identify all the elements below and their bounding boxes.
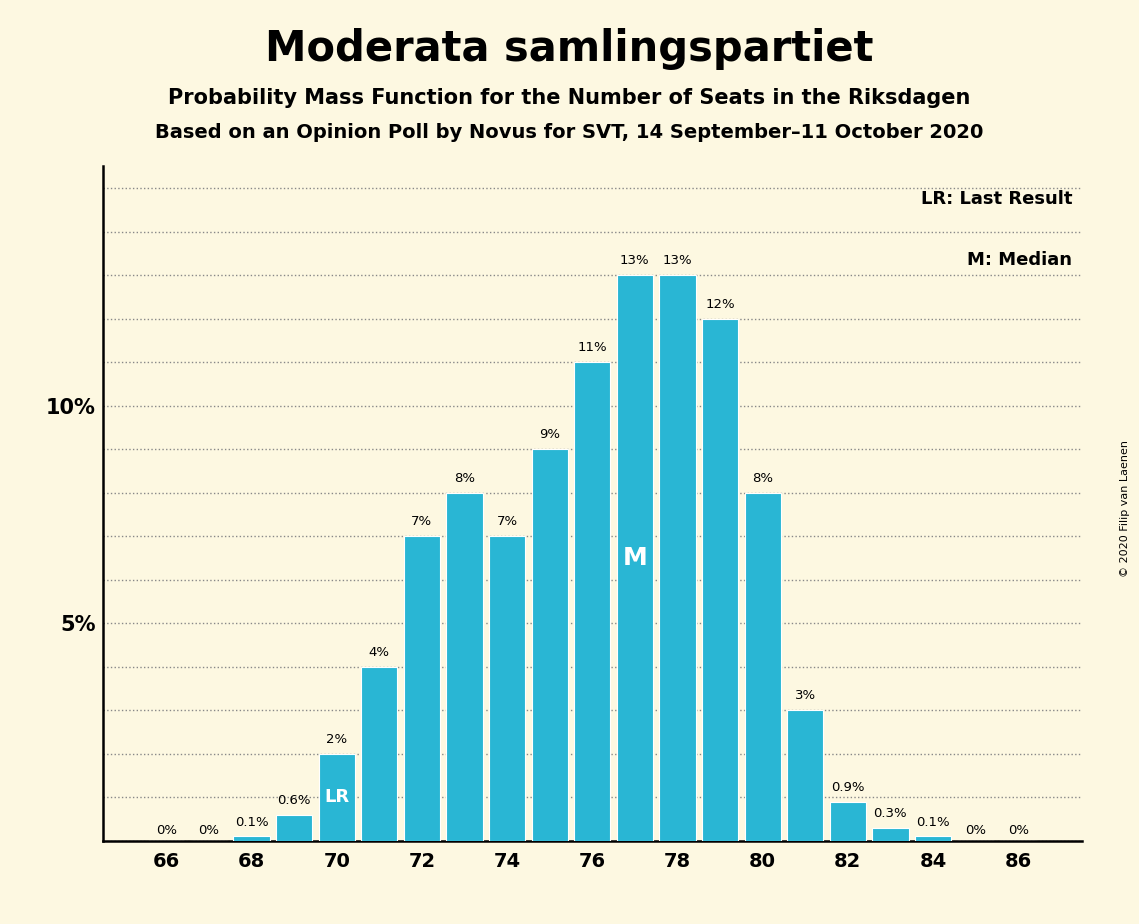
Bar: [616, 275, 653, 841]
Text: 7%: 7%: [411, 516, 433, 529]
Bar: [787, 711, 823, 841]
Text: 0%: 0%: [965, 824, 986, 837]
Text: Probability Mass Function for the Number of Seats in the Riksdagen: Probability Mass Function for the Number…: [169, 88, 970, 108]
Bar: [659, 275, 696, 841]
Bar: [829, 802, 866, 841]
Text: Moderata samlingspartiet: Moderata samlingspartiet: [265, 28, 874, 69]
Text: 2%: 2%: [326, 733, 347, 746]
Text: M: M: [623, 546, 647, 570]
Bar: [702, 319, 738, 841]
Bar: [404, 536, 440, 841]
Text: LR: LR: [325, 788, 350, 807]
Bar: [276, 815, 312, 841]
Text: 0%: 0%: [156, 824, 177, 837]
Text: 13%: 13%: [620, 254, 649, 267]
Text: M: Median: M: Median: [967, 250, 1072, 269]
Text: 8%: 8%: [752, 472, 773, 485]
Text: 8%: 8%: [454, 472, 475, 485]
Bar: [361, 667, 398, 841]
Bar: [745, 492, 780, 841]
Text: Based on an Opinion Poll by Novus for SVT, 14 September–11 October 2020: Based on an Opinion Poll by Novus for SV…: [155, 123, 984, 142]
Text: 0.6%: 0.6%: [278, 794, 311, 807]
Text: 0.1%: 0.1%: [235, 816, 269, 829]
Bar: [319, 754, 355, 841]
Text: 0.1%: 0.1%: [916, 816, 950, 829]
Text: 12%: 12%: [705, 298, 735, 310]
Bar: [915, 836, 951, 841]
Text: 4%: 4%: [369, 646, 390, 659]
Text: 11%: 11%: [577, 341, 607, 354]
Text: © 2020 Filip van Laenen: © 2020 Filip van Laenen: [1121, 440, 1130, 577]
Text: 0%: 0%: [1008, 824, 1029, 837]
Text: 0.9%: 0.9%: [831, 781, 865, 794]
Bar: [872, 828, 909, 841]
Bar: [574, 362, 611, 841]
Text: 9%: 9%: [539, 429, 560, 442]
Text: 3%: 3%: [795, 689, 816, 702]
Bar: [489, 536, 525, 841]
Bar: [446, 492, 483, 841]
Text: LR: Last Result: LR: Last Result: [920, 190, 1072, 208]
Text: 7%: 7%: [497, 516, 517, 529]
Text: 0.3%: 0.3%: [874, 807, 907, 820]
Bar: [233, 836, 270, 841]
Bar: [532, 449, 567, 841]
Text: 13%: 13%: [663, 254, 693, 267]
Text: 0%: 0%: [198, 824, 220, 837]
